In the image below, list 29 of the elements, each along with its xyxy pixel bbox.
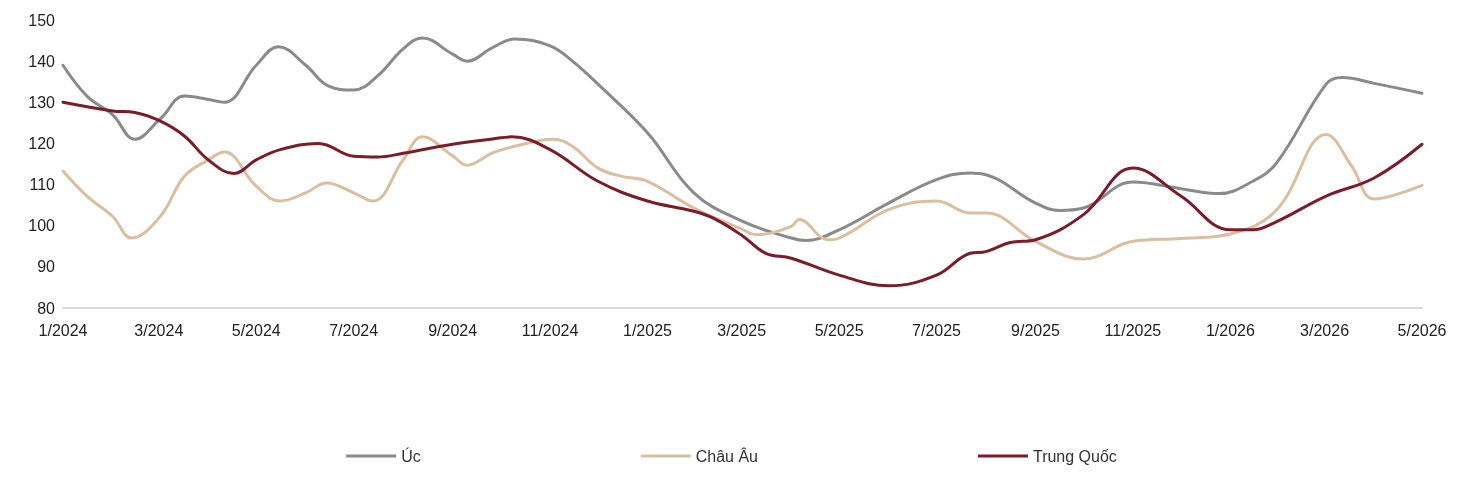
line-series: [61, 132, 1424, 261]
x-tick-label: 1/2025: [623, 321, 673, 339]
x-tick-label: 1/2024: [38, 321, 88, 339]
y-tick-label: 130: [28, 93, 56, 111]
line-series: [61, 100, 1424, 288]
y-tick-label: 100: [28, 217, 56, 235]
x-tick-label: 11/2024: [521, 321, 579, 339]
x-tick-label: 3/2025: [717, 321, 767, 339]
x-tick-label: 7/2025: [912, 321, 962, 339]
x-tick-label: 5/2026: [1397, 321, 1447, 339]
x-tick-label: 1/2026: [1205, 321, 1255, 339]
y-tick-label: 110: [29, 176, 56, 194]
x-tick-label: 5/2024: [231, 321, 281, 339]
legend-label: Châu Âu: [695, 446, 758, 465]
legend-label: Úc: [401, 446, 421, 465]
x-tick-label: 11/2025: [1104, 321, 1162, 339]
x-tick-label: 5/2025: [814, 321, 864, 339]
x-tick-label: 3/2024: [134, 321, 184, 339]
legend-label: Trung Quốc: [1032, 447, 1117, 465]
x-tick-label: 9/2024: [428, 321, 478, 339]
y-tick-label: 140: [28, 52, 56, 70]
x-tick-label: 3/2026: [1300, 321, 1350, 339]
y-tick-label: 80: [37, 299, 56, 317]
x-tick-label: 7/2024: [329, 321, 379, 339]
y-tick-label: 150: [28, 11, 56, 29]
x-tick-label: 9/2025: [1011, 321, 1061, 339]
line-series: [61, 36, 1424, 243]
y-tick-label: 90: [37, 258, 56, 276]
y-tick-label: 120: [28, 134, 56, 152]
